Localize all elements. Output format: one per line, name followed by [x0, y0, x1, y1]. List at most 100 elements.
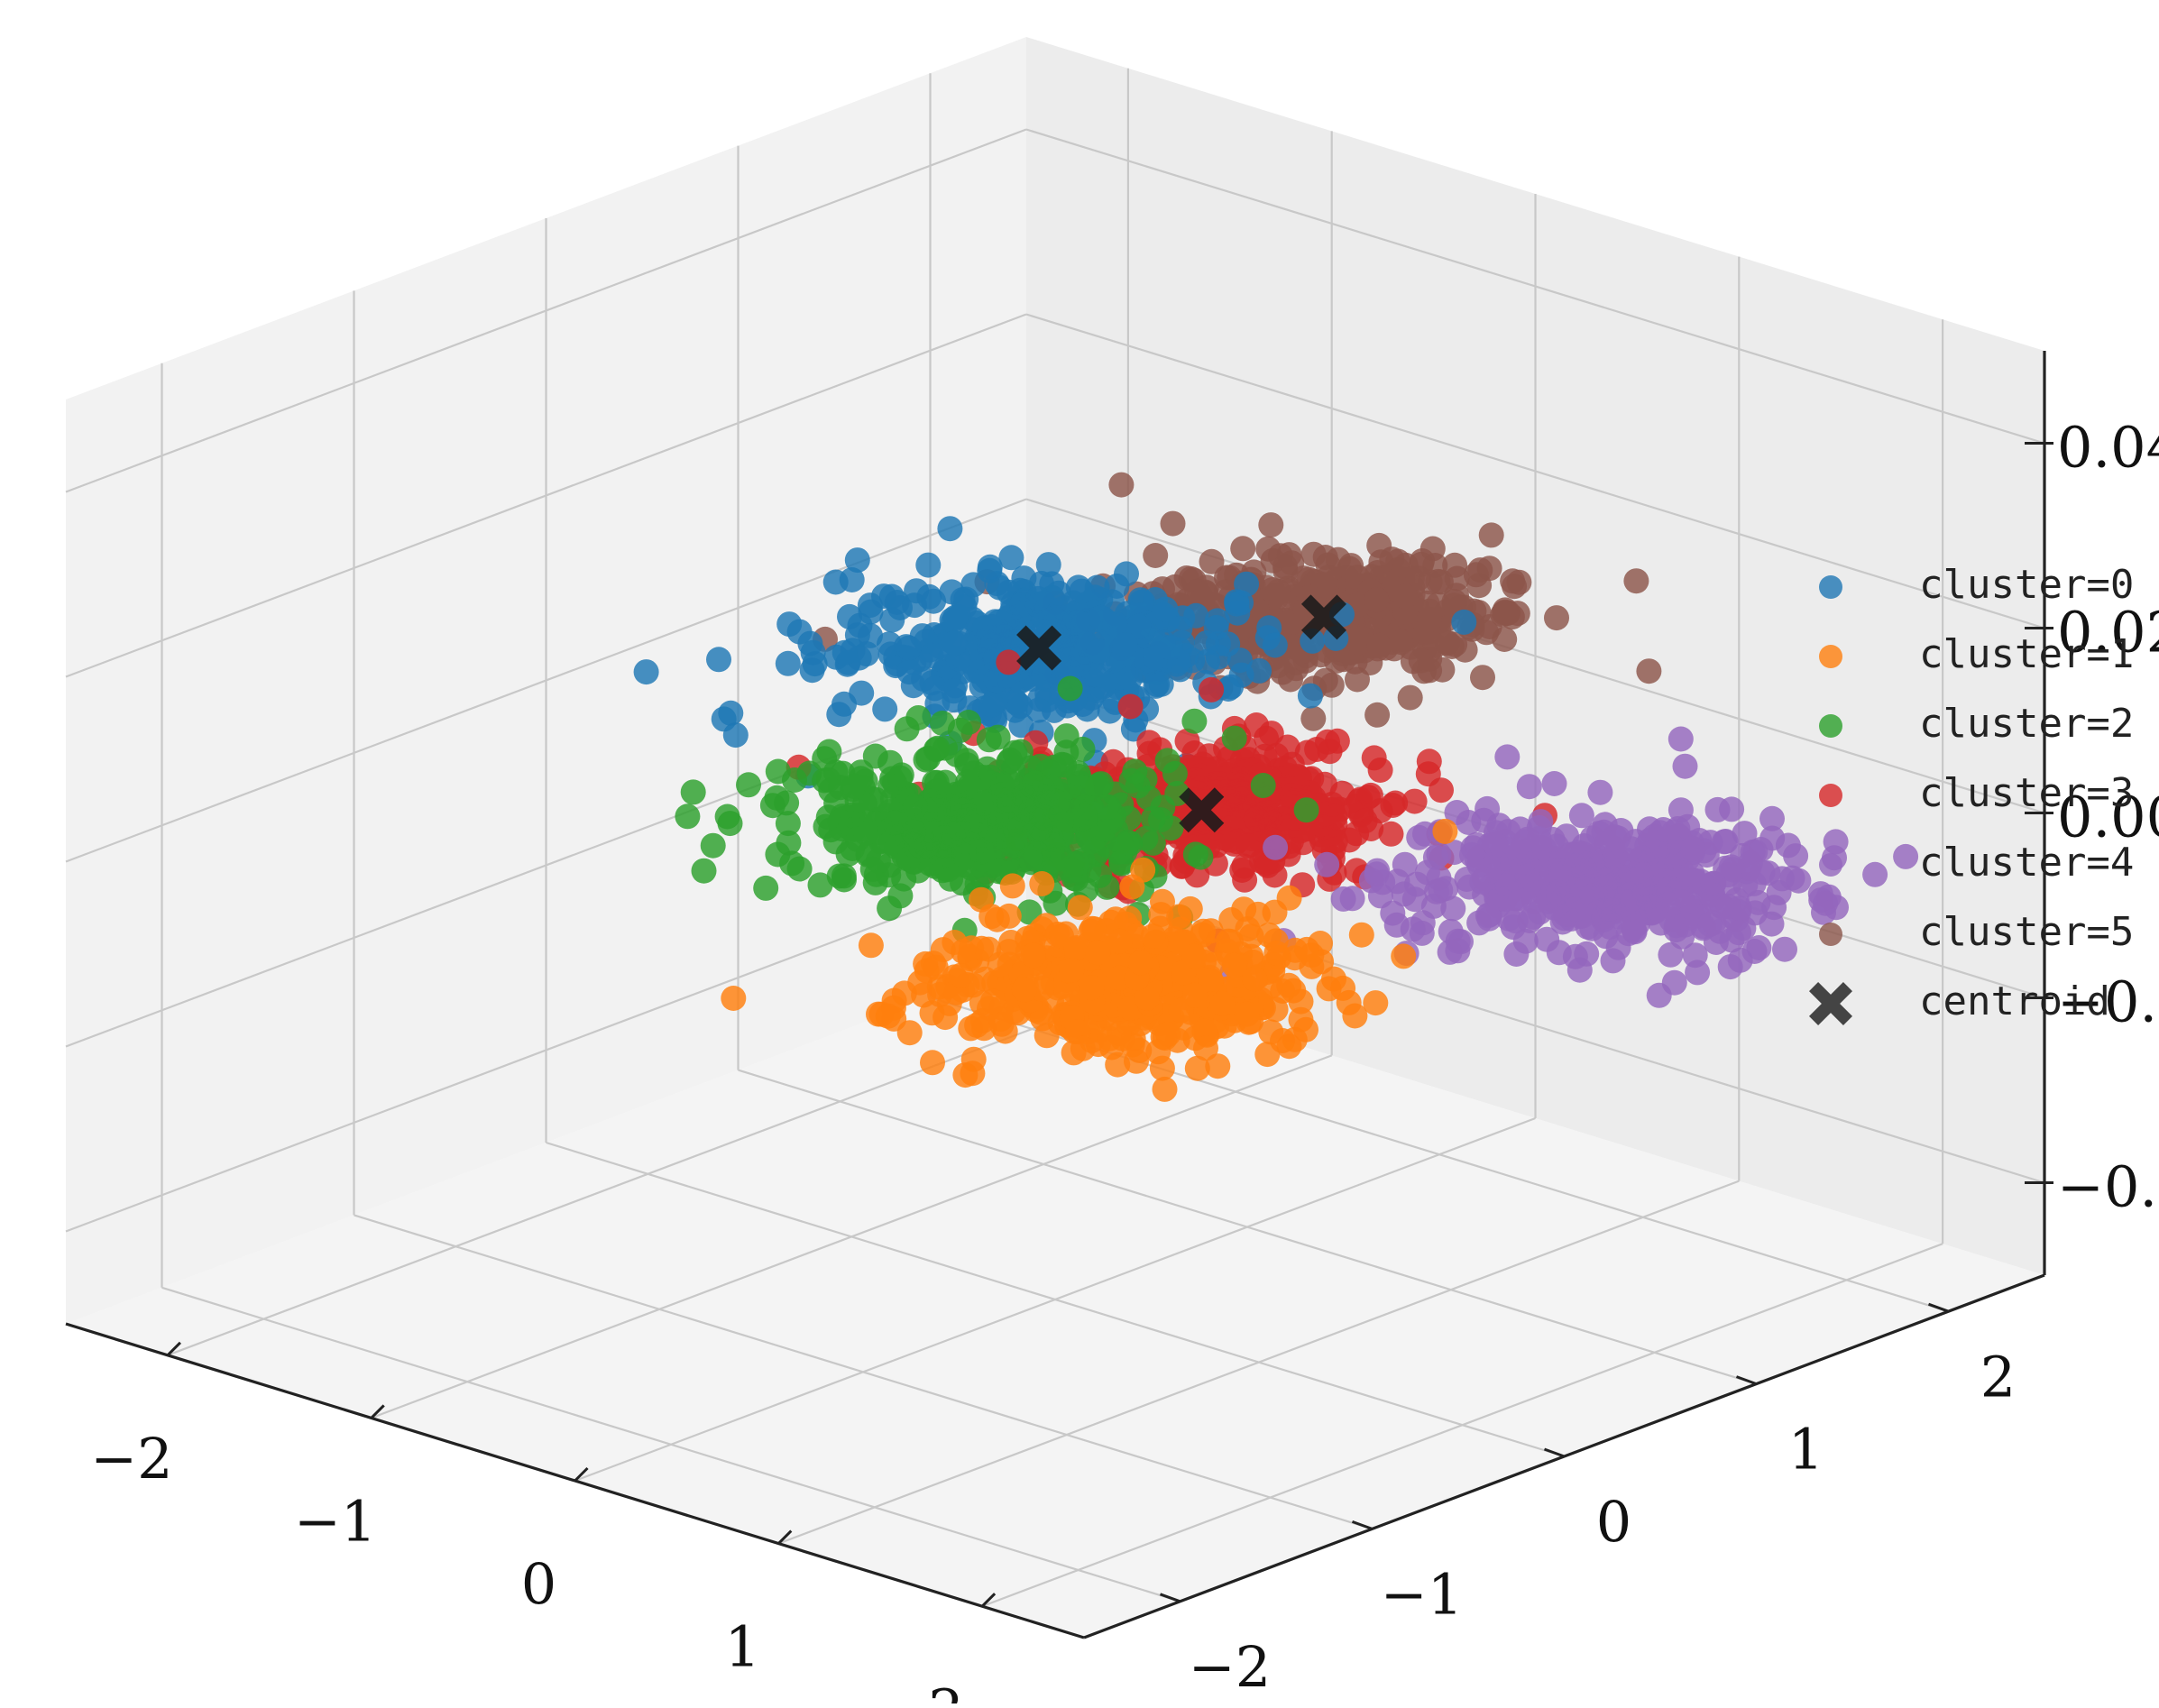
data-point — [721, 986, 747, 1011]
data-point — [1367, 758, 1393, 783]
data-point — [933, 735, 958, 761]
grid-floor-y-1 — [354, 1214, 1373, 1530]
data-point — [1726, 920, 1751, 946]
data-point — [1184, 1055, 1210, 1081]
data-point — [891, 843, 917, 869]
data-point — [822, 569, 849, 595]
data-point — [1591, 904, 1617, 930]
legend-item-3: cluster=3 — [1819, 770, 2134, 816]
data-point — [1502, 574, 1528, 600]
data-point — [1181, 708, 1208, 734]
data-point — [858, 622, 883, 648]
data-point — [998, 545, 1024, 571]
data-point — [1300, 705, 1327, 731]
legend-item-2: cluster=2 — [1819, 701, 2134, 747]
data-point — [877, 895, 903, 922]
data-point — [1288, 988, 1314, 1015]
data-point — [1786, 868, 1812, 894]
data-point — [1246, 657, 1272, 684]
data-point — [1641, 823, 1667, 849]
data-point — [1330, 975, 1356, 1001]
data-point — [1231, 853, 1257, 879]
data-point — [988, 782, 1014, 808]
data-point — [1490, 601, 1516, 628]
legend-marker — [1819, 575, 1842, 599]
data-point — [1231, 896, 1257, 923]
series-cluster=4 — [1219, 726, 1919, 1008]
data-point — [1019, 849, 1045, 876]
legend-marker — [1819, 645, 1842, 668]
data-point — [1193, 580, 1218, 606]
grid-side-z-3 — [65, 313, 1027, 678]
data-point — [1432, 818, 1458, 844]
tick-labels: −2 −1 0 1 2 −2 −1 0 1 2 −0.04 −0.02 0.00 0.02 0.04 — [90, 415, 2159, 1708]
data-point — [1429, 777, 1454, 803]
legend-label: cluster=1 — [1919, 631, 2134, 677]
data-point — [1063, 935, 1089, 960]
data-point — [1029, 871, 1055, 896]
data-point — [1263, 940, 1290, 966]
data-point — [1182, 982, 1208, 1008]
data-point — [877, 631, 902, 657]
data-point — [1348, 922, 1374, 948]
data-point — [1589, 883, 1615, 909]
data-point — [896, 659, 923, 685]
data-point — [1020, 942, 1046, 969]
data-point — [1143, 673, 1169, 699]
x-tick-label-4: 2 — [928, 1676, 963, 1703]
data-point — [1312, 545, 1338, 570]
data-point — [1087, 862, 1113, 888]
data-point — [1167, 616, 1193, 642]
data-point — [1546, 940, 1572, 966]
data-point — [1346, 629, 1372, 656]
grid-back-z-2 — [1025, 498, 2045, 814]
data-point — [978, 904, 1005, 930]
data-point — [1712, 829, 1737, 855]
x-tick-mark — [574, 1466, 589, 1483]
data-point — [1463, 562, 1489, 588]
data-point — [837, 603, 862, 629]
data-point — [1194, 630, 1219, 657]
data-point — [1893, 843, 1919, 869]
data-point — [1568, 803, 1594, 829]
data-point — [1623, 568, 1649, 594]
legend-item-0: cluster=0 — [1819, 562, 2134, 608]
data-point — [1155, 1022, 1181, 1047]
data-point — [1193, 1035, 1218, 1061]
data-point — [1541, 771, 1567, 796]
data-point — [1364, 587, 1390, 613]
data-point — [1116, 666, 1143, 692]
scatter-points — [633, 472, 1919, 1102]
data-point — [1106, 1021, 1132, 1047]
data-point — [1322, 803, 1348, 830]
data-point — [1438, 918, 1464, 944]
data-point — [1364, 702, 1391, 728]
data-point — [930, 711, 955, 736]
data-point — [905, 705, 932, 730]
data-point — [937, 516, 963, 542]
z-tick-label-0: −0.04 — [2057, 1154, 2159, 1220]
z-tick-label-2: 0.00 — [2057, 785, 2159, 850]
data-point — [1250, 773, 1276, 798]
data-point — [896, 1020, 923, 1046]
data-point — [1025, 585, 1052, 611]
x-tick-mark — [777, 1529, 793, 1545]
legend-marker — [1819, 923, 1842, 946]
axis-lines — [65, 351, 2053, 1639]
data-point — [960, 1046, 987, 1072]
data-point — [1043, 890, 1069, 916]
data-point — [1158, 635, 1183, 661]
data-point — [1441, 589, 1467, 614]
data-point — [1085, 940, 1111, 966]
data-point — [1750, 859, 1776, 886]
x-tick-label-0: −2 — [90, 1426, 172, 1492]
data-point — [1293, 1016, 1318, 1042]
data-point — [1052, 752, 1078, 778]
data-point — [1177, 895, 1203, 922]
data-point — [1701, 910, 1727, 936]
data-point — [1064, 610, 1090, 636]
data-point — [1383, 912, 1410, 938]
data-point — [1140, 830, 1166, 856]
data-point — [714, 803, 740, 830]
data-point — [1072, 803, 1098, 830]
